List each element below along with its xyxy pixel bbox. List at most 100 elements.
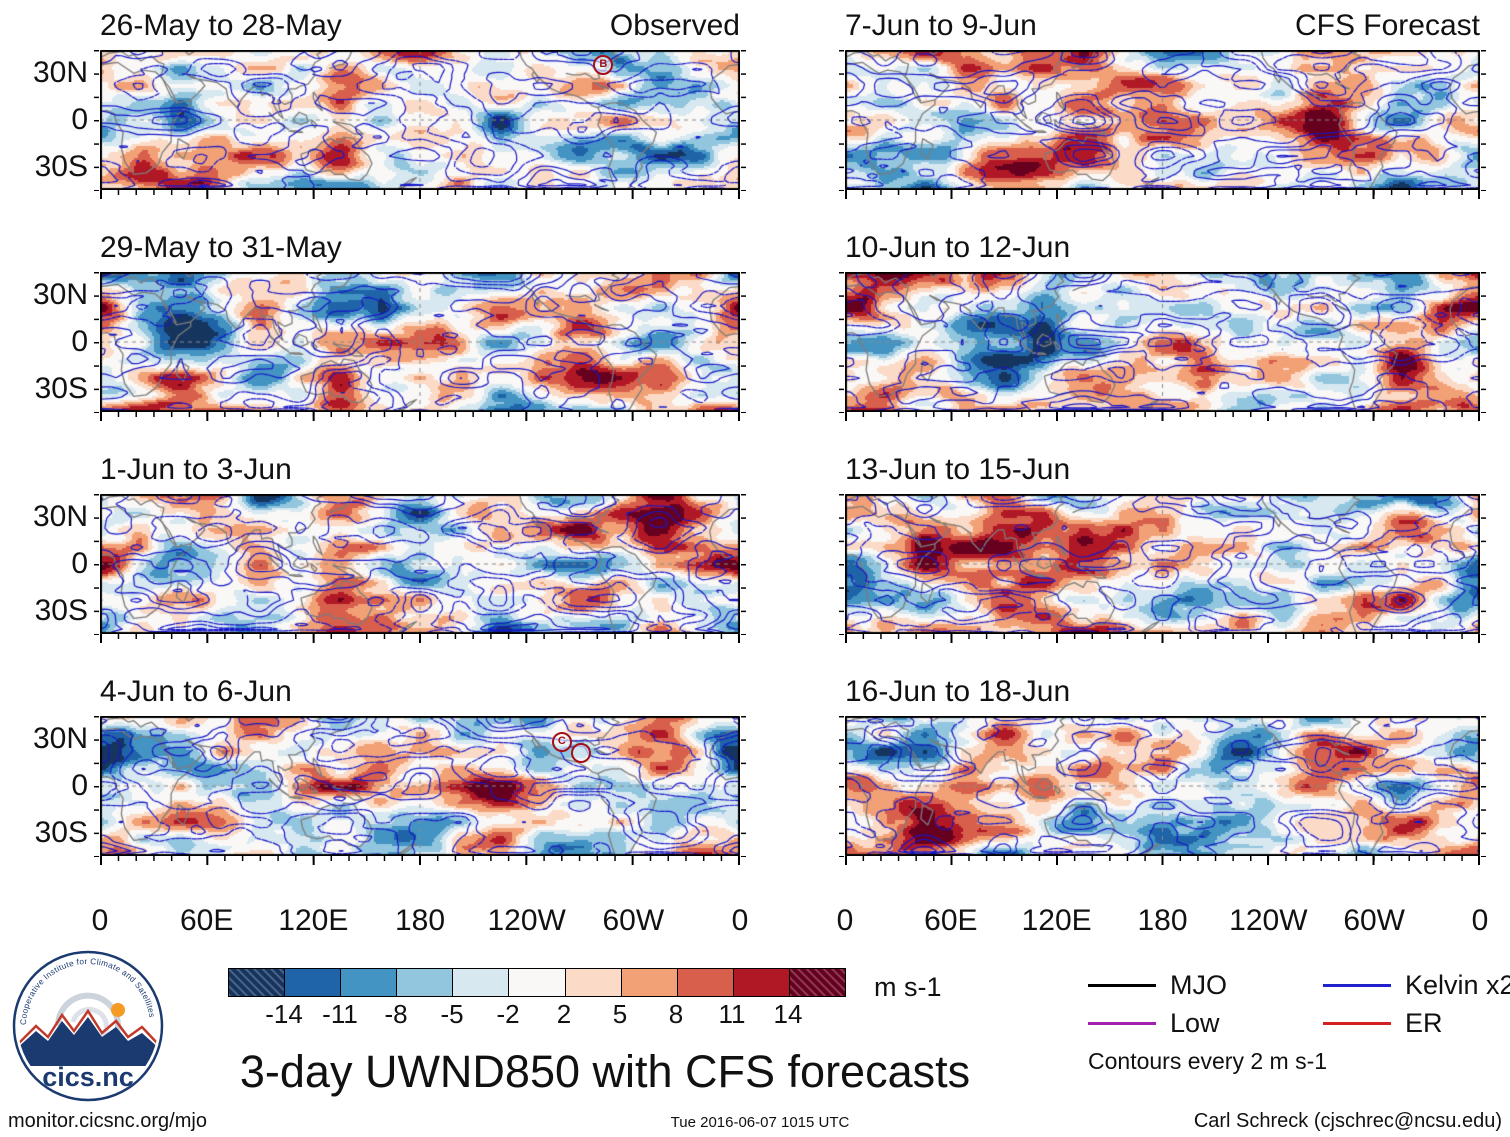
panel-16jun-18jun: 16-Jun to 18-Jun bbox=[839, 674, 1486, 896]
panel-7jun-9jun: 7-Jun to 9-Jun CFS Forecast bbox=[839, 8, 1486, 230]
x-major-ticks bbox=[100, 856, 740, 865]
cics-logo: Cooperative Institute for Climate and Sa… bbox=[12, 950, 164, 1107]
colorbar-tick-label: -14 bbox=[265, 999, 303, 1029]
x-minor-ticks bbox=[845, 412, 1480, 417]
map-canvas bbox=[845, 272, 1480, 412]
kelvin-line-icon bbox=[1323, 983, 1391, 987]
map-canvas bbox=[845, 494, 1480, 634]
xtick-label: 120W bbox=[487, 904, 566, 937]
xtick-label: 60W bbox=[1343, 904, 1405, 937]
x-minor-ticks bbox=[845, 190, 1480, 195]
x-major-ticks bbox=[100, 412, 740, 421]
colorbar-cell bbox=[732, 969, 789, 996]
low-line-icon bbox=[1088, 1021, 1156, 1025]
ytick-label-30n: 30N bbox=[32, 722, 88, 756]
colorbar-tick-label: 14 bbox=[773, 999, 803, 1029]
y-ticks-right bbox=[1481, 716, 1486, 857]
xtick-label: 60W bbox=[602, 904, 665, 937]
colorbar-cell bbox=[620, 969, 677, 996]
colorbar bbox=[228, 968, 846, 997]
colorbar-unit-label: m s-1 bbox=[874, 972, 942, 1002]
colorbar-cell bbox=[340, 969, 397, 996]
panel-10jun-12jun: 10-Jun to 12-Jun bbox=[839, 230, 1486, 452]
colorbar-tick-label: 2 bbox=[556, 999, 572, 1029]
map-canvas bbox=[100, 272, 740, 412]
y-ticks-right bbox=[741, 716, 746, 857]
legend-label: Kelvin x2 bbox=[1405, 969, 1510, 1000]
ytick-label-30s: 30S bbox=[34, 815, 88, 849]
map-plot: 30N 0 30S bbox=[33, 494, 746, 643]
y-ticks-left bbox=[839, 272, 844, 413]
column-header-cfs-forecast: CFS Forecast bbox=[1294, 9, 1480, 42]
map-canvas bbox=[100, 716, 740, 856]
xtick-label: 60E bbox=[179, 904, 234, 937]
contour-legend: MJO Kelvin x2 Low ER Contours every 2 m … bbox=[1088, 966, 1510, 1075]
ytick-label-0: 0 bbox=[71, 547, 88, 580]
xtick-label: 180 bbox=[1137, 904, 1188, 937]
y-ticks-left bbox=[94, 494, 99, 635]
y-ticks-left bbox=[94, 50, 99, 191]
x-major-ticks bbox=[100, 190, 740, 199]
xtick-label: 0 bbox=[91, 904, 109, 937]
xtick-label: 180 bbox=[394, 904, 446, 937]
x-minor-ticks bbox=[100, 856, 740, 861]
mjo-line-icon bbox=[1088, 983, 1156, 987]
legend-entry-er: ER bbox=[1323, 1008, 1488, 1039]
tropical-storm-marker bbox=[571, 743, 591, 764]
colorbar-tick-label: 11 bbox=[718, 999, 746, 1029]
colorbar-tick-label: -2 bbox=[496, 999, 520, 1029]
map-plot bbox=[839, 716, 1486, 865]
figure-title: 3-day UWND850 with CFS forecasts bbox=[239, 1046, 971, 1097]
y-ticks-left bbox=[839, 716, 844, 857]
colorbar-tick-label: -8 bbox=[384, 999, 408, 1029]
legend-entry-mjo: MJO bbox=[1088, 970, 1323, 1001]
panel-26may-28may: 26-May to 28-May Observed 30N 0 30S B bbox=[33, 8, 746, 230]
colorbar-labels: -14 -11 -8 -5 -2 2 5 8 11 14 bbox=[228, 999, 844, 1029]
logo-name: cics.nc bbox=[42, 1062, 134, 1092]
ytick-label-30n: 30N bbox=[32, 56, 88, 90]
legend-label: Low bbox=[1170, 1007, 1220, 1038]
forecast-column: 7-Jun to 9-Jun CFS Forecast 10-Jun to 12… bbox=[837, 8, 1489, 944]
x-major-ticks bbox=[845, 190, 1480, 199]
ytick-label-30n: 30N bbox=[32, 278, 88, 312]
x-minor-ticks bbox=[100, 412, 740, 417]
legend-label: ER bbox=[1405, 1007, 1443, 1038]
panel-title: 16-Jun to 18-Jun bbox=[845, 675, 1071, 708]
ytick-label-30s: 30S bbox=[34, 593, 88, 627]
x-major-ticks bbox=[100, 634, 740, 643]
colorbar-tick-label: 8 bbox=[668, 999, 684, 1029]
panel-29may-31may: 29-May to 31-May 30N 0 30S bbox=[33, 230, 746, 452]
tropical-storm-marker: C bbox=[551, 732, 572, 753]
ytick-label-0: 0 bbox=[71, 325, 88, 358]
y-ticks-right bbox=[741, 50, 746, 191]
x-major-ticks bbox=[845, 634, 1480, 643]
y-ticks-right bbox=[741, 272, 746, 413]
map-canvas bbox=[845, 716, 1480, 856]
contour-interval-note: Contours every 2 m s-1 bbox=[1088, 1048, 1328, 1074]
xtick-label: 60E bbox=[924, 904, 978, 937]
ytick-label-30s: 30S bbox=[34, 371, 88, 405]
logo-art bbox=[18, 992, 158, 1066]
y-ticks-left bbox=[839, 494, 844, 635]
xtick-label: 120E bbox=[1021, 904, 1092, 937]
xtick-label: 0 bbox=[731, 904, 749, 937]
xtick-label: 0 bbox=[1471, 904, 1489, 937]
tropical-storm-marker: B bbox=[593, 55, 614, 75]
y-ticks-right bbox=[1481, 272, 1486, 413]
ytick-label-30s: 30S bbox=[34, 149, 88, 183]
er-line-icon bbox=[1323, 1021, 1391, 1025]
ytick-label-0: 0 bbox=[71, 769, 88, 802]
panel-4jun-6jun: 4-Jun to 6-Jun 30N 0 30S C bbox=[33, 674, 746, 896]
colorbar-cell bbox=[229, 969, 285, 996]
panel-1jun-3jun: 1-Jun to 3-Jun 30N 0 30S bbox=[33, 452, 746, 674]
x-minor-ticks bbox=[100, 190, 740, 195]
panel-title: 7-Jun to 9-Jun bbox=[845, 9, 1037, 42]
colorbar-cell bbox=[396, 969, 453, 996]
logo-sun-icon bbox=[111, 1003, 125, 1017]
map-plot: 30N 0 30S C bbox=[33, 716, 746, 865]
y-ticks-left bbox=[94, 272, 99, 413]
xtick-label: 120W bbox=[1229, 904, 1308, 937]
colorbar-cell bbox=[788, 969, 846, 996]
legend-label: MJO bbox=[1170, 969, 1227, 1000]
y-ticks-right bbox=[1481, 50, 1486, 191]
